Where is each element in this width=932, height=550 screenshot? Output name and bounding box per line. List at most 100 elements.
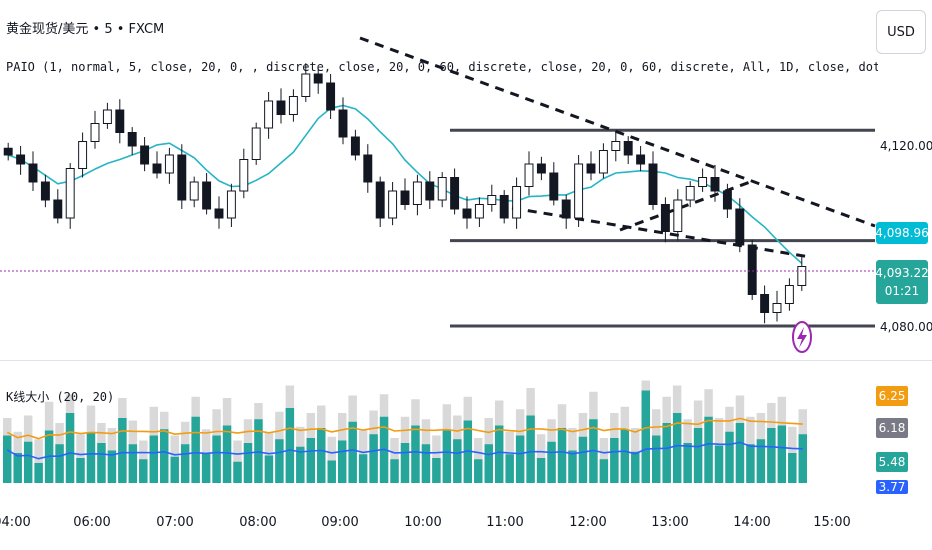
vol-bar-gray bbox=[327, 436, 336, 483]
vol-bar-green bbox=[201, 453, 211, 483]
candle bbox=[214, 196, 224, 229]
vol-bar-green bbox=[327, 460, 336, 483]
vol-bar-green bbox=[494, 425, 504, 483]
candle bbox=[53, 189, 63, 224]
candle bbox=[561, 194, 571, 229]
candle-up bbox=[164, 154, 174, 174]
vol-bar-green bbox=[547, 441, 556, 483]
time-label: 08:00 bbox=[239, 515, 277, 530]
vol-bar-green bbox=[149, 435, 159, 483]
candle bbox=[288, 89, 298, 122]
candle-down bbox=[140, 145, 150, 165]
candle bbox=[499, 190, 509, 224]
vol-bar-green bbox=[463, 420, 473, 483]
vol-bar-green bbox=[107, 450, 117, 483]
candle bbox=[375, 176, 385, 227]
pane-divider[interactable] bbox=[0, 360, 932, 361]
candle-up bbox=[264, 100, 274, 129]
candle-down bbox=[760, 294, 770, 313]
indicator-params[interactable]: PAIO (1, normal, 5, close, 20, 0, , disc… bbox=[6, 60, 878, 74]
candle bbox=[722, 183, 732, 218]
candle bbox=[102, 102, 112, 129]
vol-bar-green bbox=[264, 455, 274, 483]
candle-up bbox=[78, 141, 88, 169]
candle bbox=[574, 155, 584, 227]
vol-bar-green bbox=[65, 413, 75, 483]
vol-bar-green bbox=[599, 459, 609, 483]
candle-down bbox=[400, 190, 410, 205]
vol-bar-green bbox=[170, 456, 179, 483]
vol-bar-green bbox=[306, 438, 316, 483]
volume-pane-title[interactable]: K线大小 (20, 20) bbox=[6, 390, 115, 404]
candle-down bbox=[40, 181, 50, 201]
candle bbox=[350, 129, 360, 161]
vol-bar-green bbox=[526, 415, 535, 483]
vol-tag-orange: 6.25 bbox=[876, 386, 908, 406]
candle-up bbox=[65, 168, 75, 219]
candle bbox=[16, 146, 26, 175]
vol-bar-green bbox=[118, 418, 127, 483]
candle-down bbox=[177, 154, 187, 201]
candle bbox=[127, 127, 137, 155]
candle-down bbox=[202, 181, 212, 210]
candle-up bbox=[784, 285, 794, 304]
candle-down bbox=[735, 208, 745, 246]
candle-down bbox=[561, 199, 571, 219]
candle-down bbox=[425, 181, 435, 201]
candle bbox=[450, 168, 460, 215]
candle bbox=[673, 189, 683, 241]
symbol-title[interactable]: 黄金现货/美元 • 5 • FXCM bbox=[6, 22, 165, 37]
candle bbox=[276, 88, 286, 124]
vol-bar-green bbox=[798, 434, 807, 483]
candle-down bbox=[350, 136, 360, 156]
volume-bars bbox=[3, 380, 807, 483]
lightning-marker[interactable] bbox=[792, 321, 812, 353]
candle-up bbox=[388, 190, 398, 219]
vol-bar-green bbox=[212, 435, 221, 483]
candle bbox=[412, 174, 422, 216]
candle bbox=[536, 156, 546, 181]
candle-down bbox=[450, 177, 460, 210]
candle bbox=[487, 184, 497, 212]
candle bbox=[338, 97, 348, 145]
candle-up bbox=[698, 177, 708, 187]
candle bbox=[611, 130, 621, 162]
time-label: 14:00 bbox=[733, 515, 771, 530]
candle bbox=[177, 144, 187, 209]
candle-down bbox=[115, 109, 125, 133]
candle bbox=[698, 168, 708, 192]
candle bbox=[40, 174, 50, 208]
candle bbox=[660, 197, 670, 243]
candle-up bbox=[251, 127, 261, 160]
candle bbox=[140, 137, 150, 172]
candle-up bbox=[412, 181, 422, 205]
last-price-tag: 4,093.22 01:21 bbox=[875, 260, 929, 304]
avg-line-blue bbox=[6, 441, 803, 460]
candle-up bbox=[574, 163, 584, 219]
time-label: 04:00 bbox=[0, 515, 31, 530]
vol-bar-green bbox=[714, 445, 724, 483]
candle bbox=[65, 163, 75, 229]
candle-down bbox=[549, 172, 559, 201]
candle-down bbox=[660, 204, 670, 232]
vol-bar-green bbox=[160, 429, 169, 483]
vol-bar-green bbox=[275, 439, 284, 483]
vol-bar-green bbox=[23, 441, 33, 483]
vol-bar-green bbox=[233, 461, 242, 483]
vol-bar-green bbox=[3, 435, 12, 483]
candle bbox=[115, 99, 125, 144]
candle-down bbox=[636, 154, 646, 165]
candle-up bbox=[301, 73, 311, 97]
candle bbox=[524, 151, 534, 196]
currency-button[interactable]: USD bbox=[876, 10, 926, 54]
candle bbox=[164, 147, 174, 184]
vol-bar-green bbox=[369, 434, 378, 483]
candle bbox=[189, 176, 199, 208]
candle-down bbox=[214, 208, 224, 219]
vol-bar-green bbox=[484, 444, 493, 483]
candle-up bbox=[90, 123, 100, 142]
candle bbox=[251, 122, 261, 165]
vol-bar-green bbox=[421, 444, 431, 483]
vol-bar-green bbox=[536, 458, 546, 483]
